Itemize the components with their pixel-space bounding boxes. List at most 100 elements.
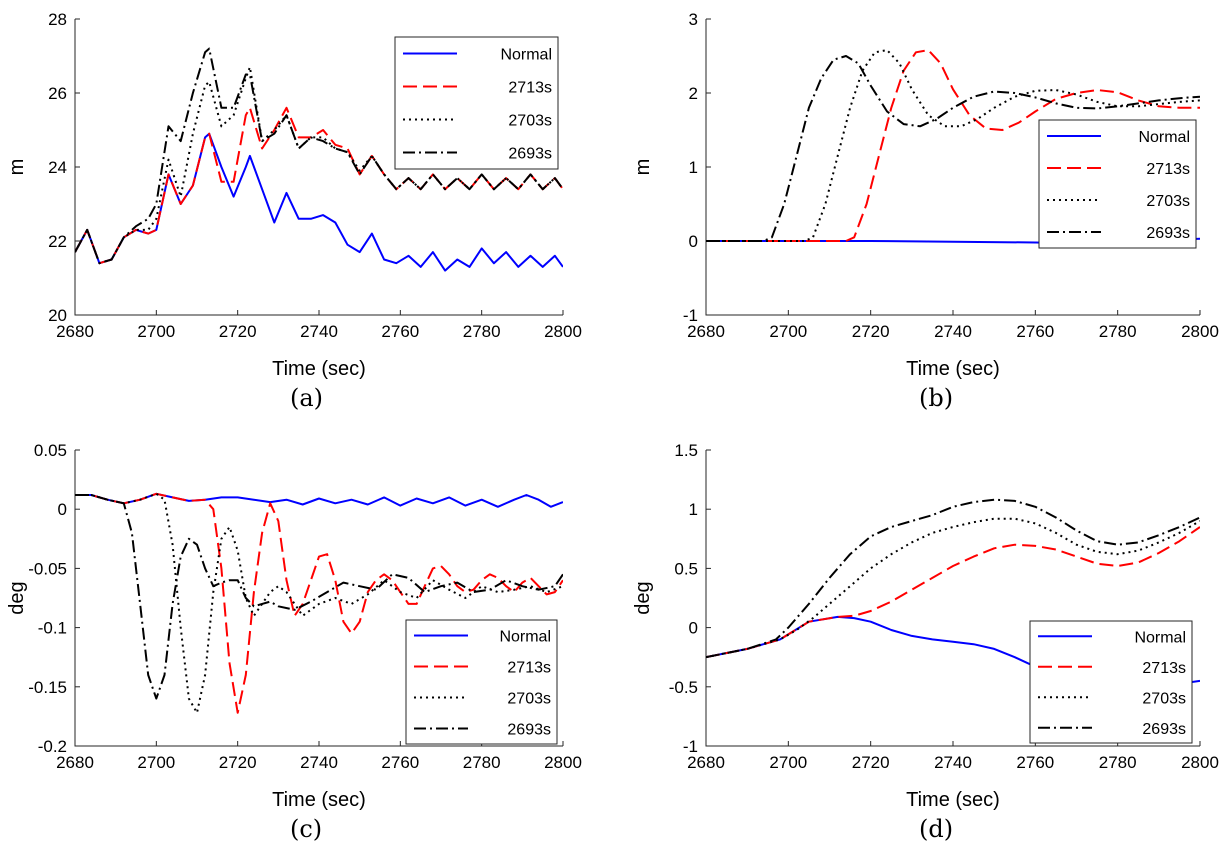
x-tick-label: 2760 [381, 322, 419, 341]
x-tick-label: 2780 [463, 322, 501, 341]
x-tick-label: 2780 [463, 753, 501, 772]
x-tick-label: 2700 [137, 322, 175, 341]
x-tick-label: 2720 [852, 753, 890, 772]
x-tick-label: 2700 [769, 322, 807, 341]
y-tick-label: 1 [689, 158, 698, 177]
legend-label: 2693s [1142, 721, 1186, 738]
y-tick-label: 2 [689, 84, 698, 103]
x-tick-label: 2680 [687, 753, 725, 772]
y-tick-label: 3 [689, 10, 698, 29]
x-tick-label: 2740 [300, 322, 338, 341]
x-axis-label: Time (sec) [906, 358, 1000, 380]
legend-label: Normal [499, 629, 551, 646]
legend-box [394, 36, 559, 170]
x-tick-label: 2680 [56, 753, 94, 772]
y-axis-label: m [632, 159, 654, 176]
x-tick-label: 2760 [1016, 322, 1054, 341]
series-line-2693s [75, 47, 563, 265]
series-line-2693s [706, 498, 1200, 659]
x-tick-label: 2720 [219, 322, 257, 341]
x-tick-label: 2700 [769, 753, 807, 772]
series-line-Normal [75, 492, 563, 508]
y-tick-label: -0.15 [28, 678, 67, 697]
series-line-2713s [706, 49, 1200, 242]
chart-panel-c: 2680 2700 2720 2740 2760 2780 2800 -0.2 -0.15 -0.… [0, 429, 612, 858]
x-tick-label: 2740 [934, 322, 972, 341]
chart-panel-b: 2680 2700 2720 2740 2760 2780 2800 -1 0 1 2 3 Time (… [612, 0, 1224, 429]
x-tick-label: 2700 [137, 753, 175, 772]
legend-label: 2713s [1146, 161, 1190, 178]
chart-panel-a: 2680 2700 2720 2740 2760 2780 2800 20 22 24 26 28 Ti… [0, 0, 612, 429]
chart-b: 2680 2700 2720 2740 2760 2780 2800 -1 0 1 2 3 Time (… [632, 10, 1219, 380]
series-line-2693s [706, 55, 1200, 242]
series-line-2703s [75, 66, 563, 265]
legend-label: Normal [1138, 129, 1190, 146]
caption-a: (a) [290, 384, 324, 412]
x-axis-label: Time (sec) [906, 789, 1000, 811]
y-tick-label: 1.5 [674, 441, 698, 460]
y-axis-label: deg [632, 581, 654, 614]
y-tick-label: 26 [48, 84, 67, 103]
y-tick-label: -0.2 [38, 737, 67, 756]
series-line-2693s [75, 494, 563, 700]
x-tick-label: 2780 [1099, 322, 1137, 341]
y-axis-label: m [6, 159, 28, 176]
legend-box [405, 619, 558, 745]
chart-a: 2680 2700 2720 2740 2760 2780 2800 20 22 24 26 28 Ti… [6, 10, 582, 380]
y-tick-label: 28 [48, 10, 67, 29]
chart-c: 2680 2700 2720 2740 2760 2780 2800 -0.2 -0.15 -0.… [6, 441, 582, 811]
y-tick-label: 0.5 [674, 559, 698, 578]
legend-label: 2713s [1142, 660, 1186, 677]
legend-label: Normal [1134, 629, 1186, 646]
legend-label: Normal [500, 47, 552, 64]
series-line-2713s [75, 492, 563, 714]
legend-label: 2693s [1146, 225, 1190, 242]
series-line-2703s [706, 517, 1200, 659]
caption-b: (b) [919, 384, 954, 412]
x-tick-label: 2740 [934, 753, 972, 772]
y-tick-label: 0 [58, 500, 67, 519]
series-line-2703s [706, 49, 1200, 242]
series-line-Normal [75, 132, 563, 272]
x-tick-label: 2740 [300, 753, 338, 772]
legend-box [1029, 620, 1193, 744]
y-tick-label: 0 [689, 232, 698, 251]
x-tick-label: 2800 [544, 322, 582, 341]
legend-label: 2703s [1146, 193, 1190, 210]
y-axis-label: deg [6, 581, 28, 614]
y-tick-label: 0.05 [34, 441, 67, 460]
legend-label: 2713s [508, 80, 552, 97]
x-tick-label: 2680 [56, 322, 94, 341]
x-tick-label: 2800 [1181, 322, 1219, 341]
x-tick-label: 2680 [687, 322, 725, 341]
chart-panel-d: 2680 2700 2720 2740 2760 2780 2800 -1 -0.5 0 0.5 1 1… [612, 429, 1224, 858]
x-tick-label: 2780 [1099, 753, 1137, 772]
legend-label: 2713s [507, 660, 551, 677]
y-tick-label: 24 [48, 158, 67, 177]
y-tick-label: 20 [48, 306, 67, 325]
x-tick-label: 2720 [219, 753, 257, 772]
series-line-2713s [706, 526, 1200, 659]
y-tick-label: -0.1 [38, 619, 67, 638]
legend-label: 2693s [508, 146, 552, 163]
x-tick-label: 2800 [544, 753, 582, 772]
y-tick-label: -1 [683, 306, 698, 325]
x-tick-label: 2760 [381, 753, 419, 772]
chart-d: 2680 2700 2720 2740 2760 2780 2800 -1 -0.5 0 0.5 1 1… [632, 441, 1219, 811]
x-tick-label: 2720 [852, 322, 890, 341]
x-axis-label: Time (sec) [272, 358, 366, 380]
legend-box [1038, 119, 1197, 249]
y-tick-label: 22 [48, 232, 67, 251]
y-tick-label: -0.05 [28, 559, 67, 578]
series-line-2703s [75, 492, 563, 714]
legend-label: 2703s [508, 113, 552, 130]
y-tick-label: -1 [683, 737, 698, 756]
y-tick-label: 1 [689, 500, 698, 519]
x-tick-label: 2800 [1181, 753, 1219, 772]
caption-c: (c) [290, 815, 323, 843]
caption-d: (d) [919, 815, 954, 843]
y-tick-label: 0 [689, 619, 698, 638]
x-tick-label: 2760 [1016, 753, 1054, 772]
legend-label: 2693s [507, 722, 551, 739]
legend-label: 2703s [507, 691, 551, 708]
